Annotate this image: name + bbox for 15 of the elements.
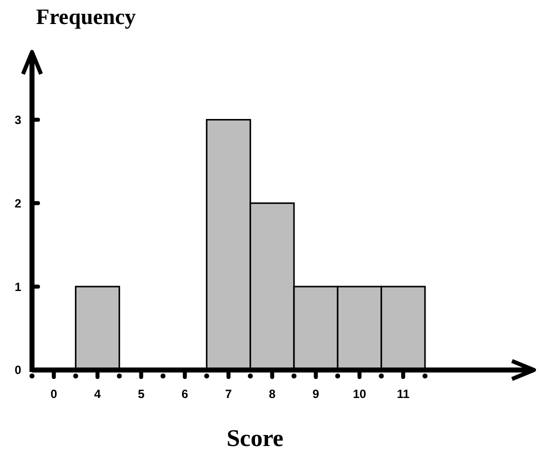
x-tick-label: 6	[181, 387, 188, 401]
x-tick-label: 7	[225, 387, 232, 401]
x-tick-label: 4	[94, 387, 102, 401]
y-tick-label: 3	[14, 112, 22, 127]
x-axis-title: Score	[226, 426, 284, 452]
x-tick-label: 8	[268, 387, 276, 401]
x-tick-label: 11	[396, 387, 410, 401]
y-tick-label: 1	[14, 280, 22, 294]
x-tick-label: 10	[352, 387, 366, 401]
x-tick-label: 9	[312, 387, 320, 401]
y-tick-label: 2	[14, 196, 22, 210]
x-tick-label: 0	[50, 387, 58, 401]
x-tick-label: 5	[138, 387, 145, 401]
chart-title: Frequency	[36, 4, 136, 29]
y-tick-label: 0	[14, 363, 22, 378]
